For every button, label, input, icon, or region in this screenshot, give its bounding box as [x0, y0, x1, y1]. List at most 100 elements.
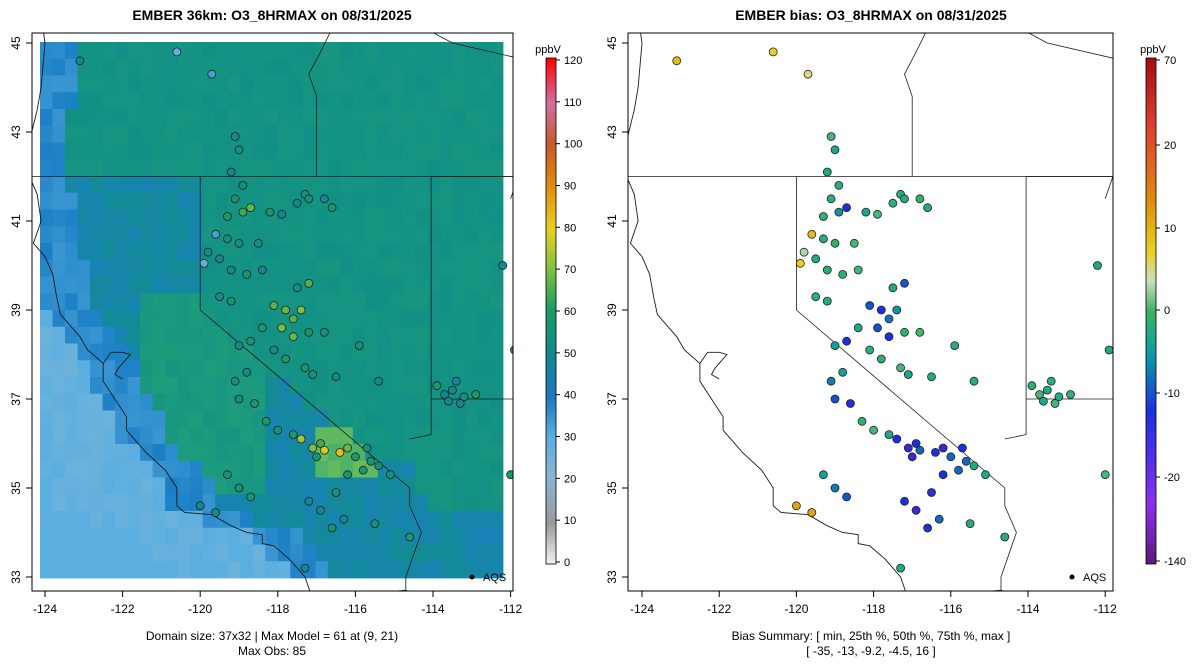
grid-cell: [127, 209, 141, 227]
grid-cell: [377, 109, 391, 127]
grid-cell: [352, 259, 366, 277]
grid-cell: [415, 243, 429, 261]
grid-cell: [252, 42, 266, 60]
obs-site: [451, 376, 461, 386]
bias-site: [884, 430, 894, 440]
obs-site: [459, 392, 469, 402]
grid-cell: [227, 75, 241, 93]
grid-cell: [352, 142, 366, 160]
grid-cell: [115, 360, 128, 378]
grid-cell: [490, 377, 504, 395]
grid-cell: [90, 159, 103, 177]
grid-cell: [190, 243, 204, 261]
grid-cell: [115, 310, 128, 328]
obs-site: [316, 439, 325, 448]
grid-cell: [340, 326, 354, 344]
grid-cell: [452, 343, 466, 361]
grid-cell: [215, 494, 229, 512]
right-colorbar-ticks: 70 20 10 0 -10 -20 -140: [1156, 55, 1186, 568]
grid-cell: [177, 176, 191, 194]
obs-site: [246, 336, 256, 346]
lon-tick-label: -116: [344, 602, 367, 616]
grid-cell: [90, 377, 103, 395]
grid-cell: [352, 527, 366, 545]
grid-cell: [315, 75, 329, 93]
grid-cell: [90, 92, 103, 110]
grid-cell: [40, 527, 53, 545]
grid-cell: [440, 109, 454, 127]
grid-cell: [340, 477, 354, 495]
grid-cell: [227, 58, 241, 76]
lon-tick-label: -122: [111, 602, 135, 616]
grid-cell: [340, 310, 354, 328]
grid-cell: [340, 276, 354, 294]
grid-cell: [177, 544, 191, 562]
grid-cell: [402, 360, 416, 378]
grid-cell: [427, 326, 441, 344]
right-map-area: [628, 33, 1113, 591]
grid-cell: [352, 310, 366, 328]
grid-cell: [265, 527, 279, 545]
grid-cell: [152, 310, 166, 328]
grid-cell: [390, 360, 404, 378]
colorbar-tick-label: 70: [1164, 55, 1176, 67]
grid-cell: [252, 75, 266, 93]
grid-cell: [240, 343, 254, 361]
lat-tick-label: 37: [605, 392, 619, 406]
grid-cell: [165, 477, 179, 495]
grid-cell: [415, 58, 429, 76]
grid-cell: [352, 494, 366, 512]
grid-cell: [302, 293, 316, 311]
grid-cell: [440, 58, 454, 76]
grid-cell: [40, 393, 53, 411]
left-panel: EMBER 36km: O3_8HRMAX on 08/31/2025 -124…: [9, 7, 582, 658]
grid-cell: [340, 92, 354, 110]
grid-cell: [152, 544, 166, 562]
grid-cell: [127, 494, 141, 512]
grid-cell: [102, 494, 116, 512]
grid-cell: [477, 159, 491, 177]
grid-cell: [127, 410, 141, 428]
grid-cell: [277, 393, 291, 411]
grid-cell: [152, 393, 166, 411]
obs-site: [319, 327, 329, 337]
grid-cell: [315, 460, 329, 478]
left-network-label: AQS: [483, 572, 506, 584]
grid-cell: [127, 42, 141, 60]
grid-cell: [352, 561, 366, 579]
grid-cell: [240, 410, 254, 428]
state-border: [1004, 176, 1027, 440]
bias-site: [849, 238, 859, 248]
grid-cell: [202, 410, 216, 428]
grid-cell: [115, 544, 128, 562]
grid-cell: [190, 176, 204, 194]
bias-site: [873, 323, 882, 333]
grid-cell: [277, 159, 291, 177]
grid-cell: [90, 494, 103, 512]
grid-cell: [315, 360, 329, 378]
grid-cell: [52, 293, 66, 311]
grid-cell: [165, 444, 179, 462]
grid-cell: [177, 477, 191, 495]
grid-cell: [427, 42, 441, 60]
right-footer-line2: [ -35, -13, -9.2, -4.5, 16 ]: [806, 644, 935, 658]
grid-cell: [302, 243, 316, 261]
grid-cell: [240, 142, 254, 160]
grid-cell: [402, 561, 416, 579]
grid-cell: [365, 125, 379, 143]
grid-cell: [277, 243, 291, 261]
grid-cell: [427, 511, 441, 529]
grid-cell: [315, 310, 329, 328]
grid-cell: [415, 293, 429, 311]
grid-cell: [52, 444, 66, 462]
grid-cell: [452, 410, 466, 428]
grid-cell: [290, 393, 304, 411]
grid-cell: [65, 561, 78, 579]
grid-cell: [290, 460, 304, 478]
grid-cell: [77, 377, 91, 395]
bias-site: [819, 470, 828, 480]
left-lat-axis: 33 35 37 39 41 43 45: [9, 36, 32, 584]
grid-cell: [227, 427, 241, 445]
grid-cell: [202, 326, 216, 344]
grid-cell: [415, 192, 429, 210]
